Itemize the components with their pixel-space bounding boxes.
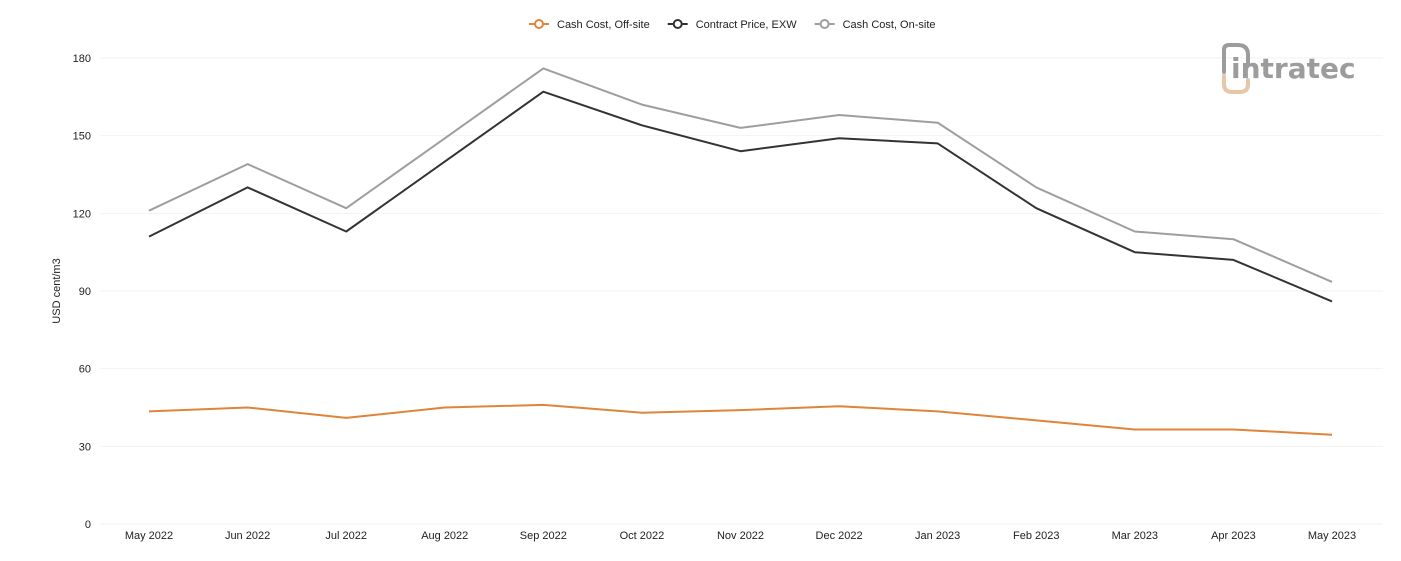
x-tick-label: Nov 2022 [717, 530, 764, 542]
legend[interactable]: Cash Cost, Off-site Contract Price, EXW Ca… [529, 19, 936, 31]
x-tick-label: Oct 2022 [620, 530, 665, 542]
x-tick-label: Jun 2022 [225, 530, 270, 542]
y-tick-label: 180 [73, 53, 91, 65]
y-axis: 0 30 60 90 120 150 180 [73, 53, 91, 531]
y-tick-label: 30 [79, 441, 91, 453]
legend-marker [672, 19, 683, 29]
x-axis: May 2022 Jun 2022 Jul 2022 Aug 2022 Sep 2022… [125, 530, 1356, 542]
gridlines [100, 57, 1383, 525]
logo-arc-top [1222, 43, 1250, 74]
intratec-logo: intratec [1222, 43, 1356, 94]
logo-wordmark: intratec [1231, 52, 1356, 85]
y-tick-label: 90 [79, 286, 91, 298]
x-tick-label: Sep 2022 [520, 530, 567, 542]
legend-marker [534, 19, 544, 29]
x-tick-label: Dec 2022 [816, 530, 863, 542]
series-line-2[interactable] [148, 67, 1333, 283]
x-tick-label: Feb 2023 [1013, 530, 1059, 542]
legend-label: Contract Price, EXW [696, 19, 797, 31]
x-tick-label: Aug 2022 [421, 530, 468, 542]
series-line-1[interactable] [148, 90, 1333, 303]
legend-marker [819, 19, 830, 29]
y-tick-label: 0 [85, 519, 91, 531]
legend-item-2[interactable]: Cash Cost, On-site [814, 19, 936, 31]
legend-label: Cash Cost, On-site [843, 19, 936, 31]
x-tick-label: Mar 2023 [1112, 530, 1158, 542]
legend-label: Cash Cost, Off-site [557, 19, 650, 31]
x-tick-label: May 2023 [1308, 530, 1356, 542]
y-axis-title: USD cent/m3 [51, 258, 63, 323]
series-lines [148, 67, 1333, 436]
y-tick-label: 150 [73, 131, 91, 143]
x-tick-label: Apr 2023 [1211, 530, 1256, 542]
series-line-0[interactable] [148, 403, 1333, 436]
x-tick-label: Jan 2023 [915, 530, 960, 542]
logo-arc-bottom [1222, 74, 1250, 94]
y-tick-label: 60 [79, 364, 91, 376]
x-tick-label: May 2022 [125, 530, 173, 542]
y-tick-label: 120 [73, 208, 91, 220]
legend-item-1[interactable]: Contract Price, EXW [667, 19, 797, 31]
legend-item-0[interactable]: Cash Cost, Off-site [529, 19, 650, 31]
x-tick-label: Jul 2022 [325, 530, 367, 542]
